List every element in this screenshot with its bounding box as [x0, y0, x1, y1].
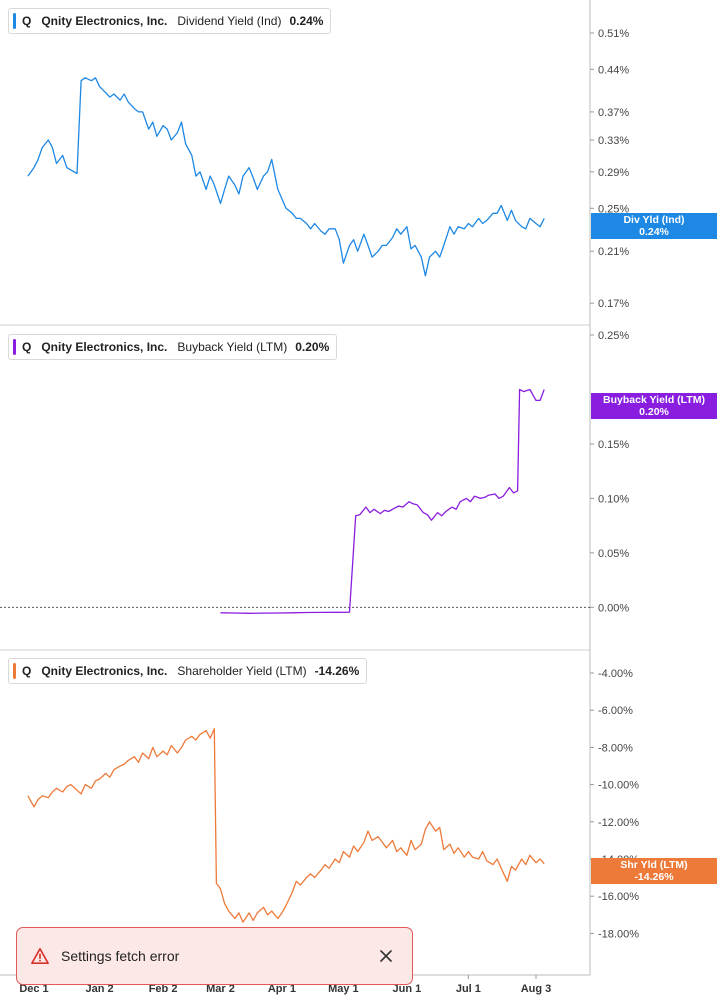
last-value-flag-dividend: Div Yld (Ind) 0.24%	[591, 213, 717, 239]
y-tick-label: -10.00%	[598, 780, 639, 792]
series-swatch-shareholder	[13, 663, 16, 679]
legend-shareholder-yield[interactable]: Q Qnity Electronics, Inc. Shareholder Yi…	[8, 658, 368, 684]
legend-value: 0.24%	[289, 14, 324, 28]
flag-value: 0.20%	[639, 406, 669, 418]
y-tick-label: 0.29%	[598, 167, 629, 179]
x-tick-label: Aug 3	[521, 983, 552, 995]
y-tick-label: 0.10%	[598, 493, 629, 505]
legend-dividend-yield[interactable]: Q Qnity Electronics, Inc. Dividend Yield…	[8, 8, 332, 34]
x-tick-label: Dec 1	[19, 983, 48, 995]
x-tick-label: May 1	[328, 983, 359, 995]
x-tick-label: Feb 2	[149, 983, 178, 995]
y-tick-label: 0.37%	[598, 107, 629, 119]
flag-value: -14.26%	[634, 871, 674, 883]
y-tick-label: 0.15%	[598, 439, 629, 451]
y-tick-label: -18.00%	[598, 928, 639, 940]
series-swatch-dividend	[13, 13, 16, 29]
legend-ticker: Q	[22, 14, 32, 28]
series-line-dividend	[27, 77, 545, 277]
error-toast: Settings fetch error	[16, 927, 413, 985]
flag-label: Buyback Yield (LTM)	[603, 394, 705, 406]
y-tick-label: 0.44%	[598, 64, 629, 76]
x-tick-label: Apr 1	[268, 983, 296, 995]
last-value-flag-shareholder: Shr Yld (LTM) -14.26%	[591, 858, 717, 884]
legend-metric: Shareholder Yield (LTM)	[177, 664, 307, 678]
y-tick-label: 0.25%	[598, 203, 629, 215]
error-message: Settings fetch error	[61, 948, 180, 964]
series-line-shareholder	[27, 728, 545, 923]
legend-value: 0.20%	[295, 340, 330, 354]
legend-company: Qnity Electronics, Inc.	[41, 14, 168, 28]
legend-company: Qnity Electronics, Inc.	[41, 664, 168, 678]
legend-buyback-yield[interactable]: Q Qnity Electronics, Inc. Buyback Yield …	[8, 334, 338, 360]
flag-value: 0.24%	[639, 226, 669, 238]
y-tick-label: 0.05%	[598, 548, 629, 560]
last-value-flag-buyback: Buyback Yield (LTM) 0.20%	[591, 393, 717, 419]
y-tick-label: 0.17%	[598, 298, 629, 310]
y-tick-label: -4.00%	[598, 668, 633, 680]
legend-ticker: Q	[22, 664, 32, 678]
flag-label: Div Yld (Ind)	[623, 214, 685, 226]
flag-label: Shr Yld (LTM)	[620, 859, 688, 871]
series-swatch-buyback	[13, 339, 16, 355]
x-tick-label: Jul 1	[456, 983, 481, 995]
legend-metric: Dividend Yield (Ind)	[177, 14, 282, 28]
series-line-buyback	[220, 388, 545, 614]
y-tick-label: 0.25%	[598, 330, 629, 342]
y-tick-label: -16.00%	[598, 891, 639, 903]
close-icon[interactable]	[378, 948, 394, 964]
x-tick-label: Mar 2	[206, 983, 235, 995]
legend-company: Qnity Electronics, Inc.	[41, 340, 168, 354]
y-tick-label: 0.21%	[598, 246, 629, 258]
warning-triangle-icon	[31, 947, 49, 965]
y-tick-label: -12.00%	[598, 817, 639, 829]
legend-ticker: Q	[22, 340, 32, 354]
x-tick-label: Jan 2	[85, 983, 113, 995]
y-tick-label: -6.00%	[598, 705, 633, 717]
x-tick-label: Jun 1	[393, 983, 422, 995]
legend-metric: Buyback Yield (LTM)	[177, 340, 288, 354]
y-tick-label: -8.00%	[598, 742, 633, 754]
y-tick-label: 0.00%	[598, 602, 629, 614]
y-tick-label: 0.51%	[598, 28, 629, 40]
legend-value: -14.26%	[314, 664, 360, 678]
y-tick-label: 0.33%	[598, 135, 629, 147]
